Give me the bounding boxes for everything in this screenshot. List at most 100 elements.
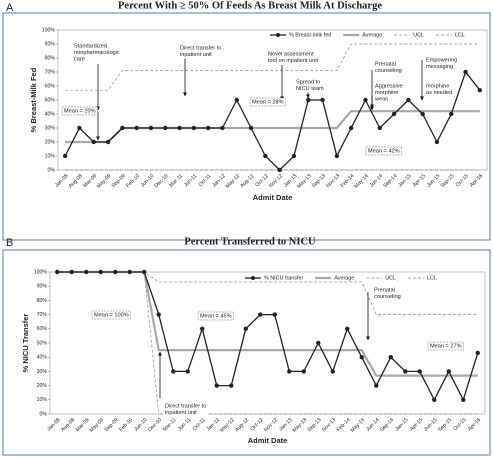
x-tick-label: May-12 (219, 417, 236, 434)
x-tick-label: Nov-13 (321, 417, 337, 433)
x-tick-label: Apr-16 (467, 417, 482, 432)
chart-title: Percent With ≥ 50% Of Feeds As Breast Mi… (118, 0, 382, 11)
annotation-box (266, 50, 321, 65)
data-point (142, 269, 147, 275)
annotation-text: Mean = 20% (64, 108, 96, 114)
x-tick-label: Oct-12 (249, 417, 264, 432)
data-point (345, 326, 350, 331)
data-point (113, 269, 118, 275)
x-tick-label: Jun-10 (133, 417, 149, 433)
annotation-text: Standardized (74, 43, 107, 49)
data-point (463, 69, 468, 75)
data-point (62, 153, 68, 159)
x-tick-label: May-12 (225, 173, 242, 190)
data-point (77, 125, 82, 131)
x-tick-label: Aug-08 (60, 417, 76, 433)
data-point (277, 167, 282, 173)
annotation-text: Spread to (296, 79, 320, 85)
data-point (205, 125, 211, 131)
x-tick-label: May-14 (350, 417, 367, 434)
data-point (363, 97, 368, 103)
legend-marker (276, 33, 280, 37)
annotation: Mean = 27% (427, 341, 464, 351)
annotation-text: Direct transfer to (165, 403, 206, 409)
data-point (185, 369, 190, 374)
x-axis-label: Admit Date (248, 436, 288, 445)
y-tick-label: 0% (48, 167, 56, 173)
annotation-text: Prenatal (374, 287, 395, 293)
data-point (434, 139, 440, 145)
annotation-box (249, 97, 286, 107)
legend-label: Average (334, 275, 354, 281)
x-tick-label: Oct-11 (198, 173, 213, 188)
x-tick-label: May-13 (296, 173, 313, 190)
y-tick-label: 10% (37, 397, 48, 403)
plot-frame (49, 271, 486, 415)
data-point (134, 125, 139, 131)
y-tick-label: 20% (45, 139, 56, 145)
data-point (263, 153, 268, 159)
x-tick-label: Sep-09 (104, 417, 120, 433)
x-tick-label: Aug-12 (234, 417, 250, 433)
y-tick-label: 50% (45, 97, 56, 103)
annotation-text: inpatient unit (180, 52, 212, 58)
series-line (65, 43, 480, 91)
x-tick-label: Sep-14 (382, 173, 398, 189)
y-tick-label: 80% (45, 55, 56, 61)
x-tick-label: May-09 (96, 173, 113, 190)
data-point (200, 326, 205, 331)
y-tick-label: 100% (34, 269, 48, 275)
x-tick-label: Apr-16 (469, 173, 484, 188)
legend-marker (251, 276, 255, 280)
x-tick-label: Mar-11 (168, 173, 184, 189)
annotation-text: counseling (374, 294, 401, 300)
annotation-text: Novel assessment (268, 51, 314, 57)
annotation-text: Mean = 28% (252, 99, 284, 105)
annotation-box (178, 44, 224, 59)
annotation: Mean = 28% (249, 97, 286, 107)
x-tick-label: Mar-09 (75, 417, 91, 433)
x-tick-label: Nov-13 (325, 173, 341, 189)
annotation-box (163, 402, 209, 417)
x-tick-label: Feb-14 (336, 417, 352, 433)
legend-label: LCL (427, 275, 437, 281)
annotation-text: Mean = 27% (430, 343, 462, 349)
data-point (316, 340, 321, 346)
x-tick-label: Oct-12 (254, 173, 269, 188)
series-line (57, 271, 479, 402)
y-axis-label: % Breast-Milk Fed (29, 67, 38, 132)
y-tick-label: 70% (37, 312, 48, 318)
annotation-text: counseling (375, 68, 402, 74)
annotation-text: Prenatal (375, 61, 396, 67)
annotation-text: NICU team (296, 86, 324, 92)
data-point (243, 326, 248, 331)
annotation-text: Direct transfer to (180, 45, 221, 51)
data-point (84, 269, 89, 275)
x-tick-label: Jan-15 (394, 417, 410, 433)
panel-label: B (6, 237, 13, 249)
data-point (248, 125, 254, 131)
x-tick-label: Oct-15 (452, 417, 467, 432)
x-tick-label: Sep-15 (437, 417, 453, 433)
data-point (214, 383, 219, 388)
y-tick-label: 100% (42, 27, 56, 33)
y-tick-label: 30% (45, 125, 56, 131)
data-point (229, 383, 234, 388)
y-tick-label: 30% (37, 369, 48, 375)
x-tick-label: May-09 (89, 417, 106, 434)
panel-box (2, 249, 491, 456)
data-point (127, 269, 132, 275)
data-point (477, 88, 483, 93)
data-point (191, 125, 197, 131)
data-point (55, 269, 60, 275)
data-point (120, 125, 125, 131)
